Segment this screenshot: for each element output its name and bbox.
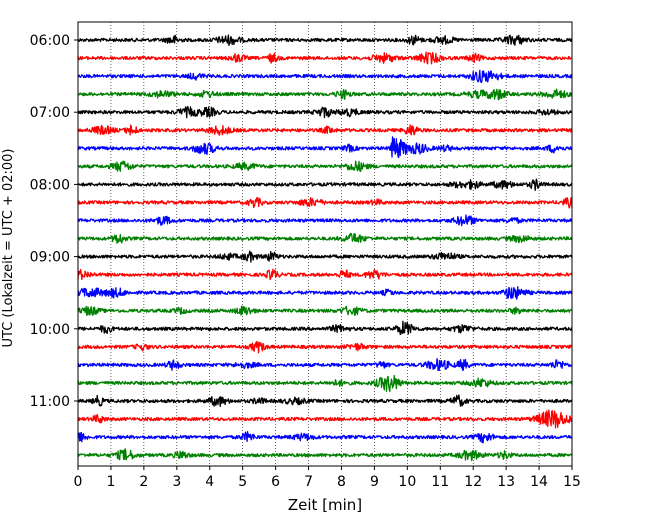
trace-line — [77, 196, 573, 209]
trace-line — [77, 136, 573, 159]
trace-line — [77, 105, 573, 119]
trace-line — [77, 232, 573, 244]
seismic-traces — [77, 34, 573, 462]
y-tick-label: 08:00 — [30, 177, 70, 193]
trace-line — [77, 448, 573, 462]
x-tick-label: 7 — [304, 474, 313, 490]
trace-line — [77, 69, 573, 84]
trace-line — [77, 286, 573, 300]
trace-line — [77, 305, 573, 316]
x-tick-label: 5 — [238, 474, 247, 490]
y-axis-label: UTC (Lokalzeit = UTC + 02:00) — [1, 149, 16, 348]
trace-line — [77, 88, 573, 101]
trace-line — [77, 394, 573, 407]
x-tick-label: 6 — [271, 474, 280, 490]
y-tick-label: 09:00 — [30, 250, 70, 266]
trace-line — [77, 409, 573, 429]
y-tick-label: 06:00 — [30, 33, 70, 49]
x-tick-label: 9 — [370, 474, 379, 490]
x-tick-label: 1 — [106, 474, 115, 490]
trace-line — [77, 268, 573, 281]
x-tick-label: 11 — [431, 474, 449, 490]
y-tick-label: 07:00 — [30, 105, 70, 121]
y-tick-label: 10:00 — [30, 322, 70, 338]
y-tick-label: 11:00 — [30, 394, 70, 410]
x-tick-label: 13 — [497, 474, 515, 490]
x-tick-label: 14 — [530, 474, 548, 490]
trace-line — [77, 124, 573, 136]
trace-line — [77, 340, 573, 354]
trace-line — [77, 34, 573, 47]
x-tick-label: 15 — [563, 474, 581, 490]
trace-line — [77, 250, 573, 263]
plot-frame — [77, 21, 573, 467]
x-axis-ticks: 0 1 2 3 4 5 6 7 8 9 10 11 12 13 14 15 — [74, 466, 581, 490]
x-tick-label: 12 — [464, 474, 482, 490]
x-tick-label: 0 — [74, 474, 83, 490]
y-axis-ticks: 06:00 07:00 08:00 09:00 10:00 11:00 — [30, 33, 78, 410]
x-tick-label: 10 — [398, 474, 416, 490]
x-tick-label: 4 — [205, 474, 214, 490]
trace-line — [77, 374, 573, 393]
trace-line — [77, 320, 573, 336]
trace-line — [77, 431, 573, 444]
x-axis-label: Zeit [min] — [288, 496, 362, 514]
trace-line — [77, 178, 573, 191]
vertical-grid — [110, 22, 540, 466]
x-tick-label: 2 — [139, 474, 148, 490]
x-tick-label: 3 — [172, 474, 181, 490]
trace-line — [77, 358, 573, 372]
trace-line — [77, 51, 573, 65]
trace-line — [77, 214, 573, 227]
x-tick-label: 8 — [337, 474, 346, 490]
trace-line — [77, 160, 573, 172]
